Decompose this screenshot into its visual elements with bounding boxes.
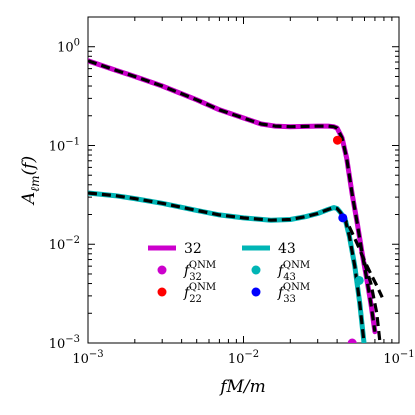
fit-dashed-curve <box>340 213 384 298</box>
legend-label: f43QNM <box>277 260 310 283</box>
legend: 32 43 f32QNM f43QNM f22QNM f33QNM <box>148 241 310 305</box>
qnm-marker <box>347 338 357 343</box>
legend-label: 43 <box>278 241 296 257</box>
legend-marker <box>157 265 167 275</box>
data-curves <box>88 58 384 343</box>
y-tick-label: 10−1 <box>49 136 80 154</box>
qnm-markers <box>332 135 364 343</box>
x-axis-label: fM/m <box>218 377 266 397</box>
x-tick-label: 10−3 <box>72 349 103 367</box>
fit-dashed-curve <box>362 262 382 343</box>
qnm-marker <box>338 213 348 223</box>
qnm-marker <box>332 135 342 145</box>
legend-label: f22QNM <box>183 282 216 305</box>
legend-marker <box>251 287 261 297</box>
x-tick-label: 10−2 <box>228 349 259 367</box>
legend-marker <box>157 287 167 297</box>
y-tick-label: 10−3 <box>49 334 80 352</box>
legend-label: f33QNM <box>277 282 310 305</box>
y-tick-label: 100 <box>57 38 80 56</box>
legend-label: 32 <box>184 241 202 257</box>
qnm-marker <box>354 275 364 285</box>
fit-dashed-curve <box>88 191 366 343</box>
legend-marker <box>251 265 261 275</box>
x-tick-label: 10−1 <box>383 349 414 367</box>
y-tick-label: 10−2 <box>49 235 80 253</box>
fit-dashed-curve <box>88 59 377 332</box>
axis-ticks: 10−3 10−2 10−1 10−3 10−2 10−1 100 <box>49 16 415 367</box>
legend-label: f32QNM <box>183 260 216 283</box>
y-axis-label: Aℓm(f) <box>19 156 42 206</box>
